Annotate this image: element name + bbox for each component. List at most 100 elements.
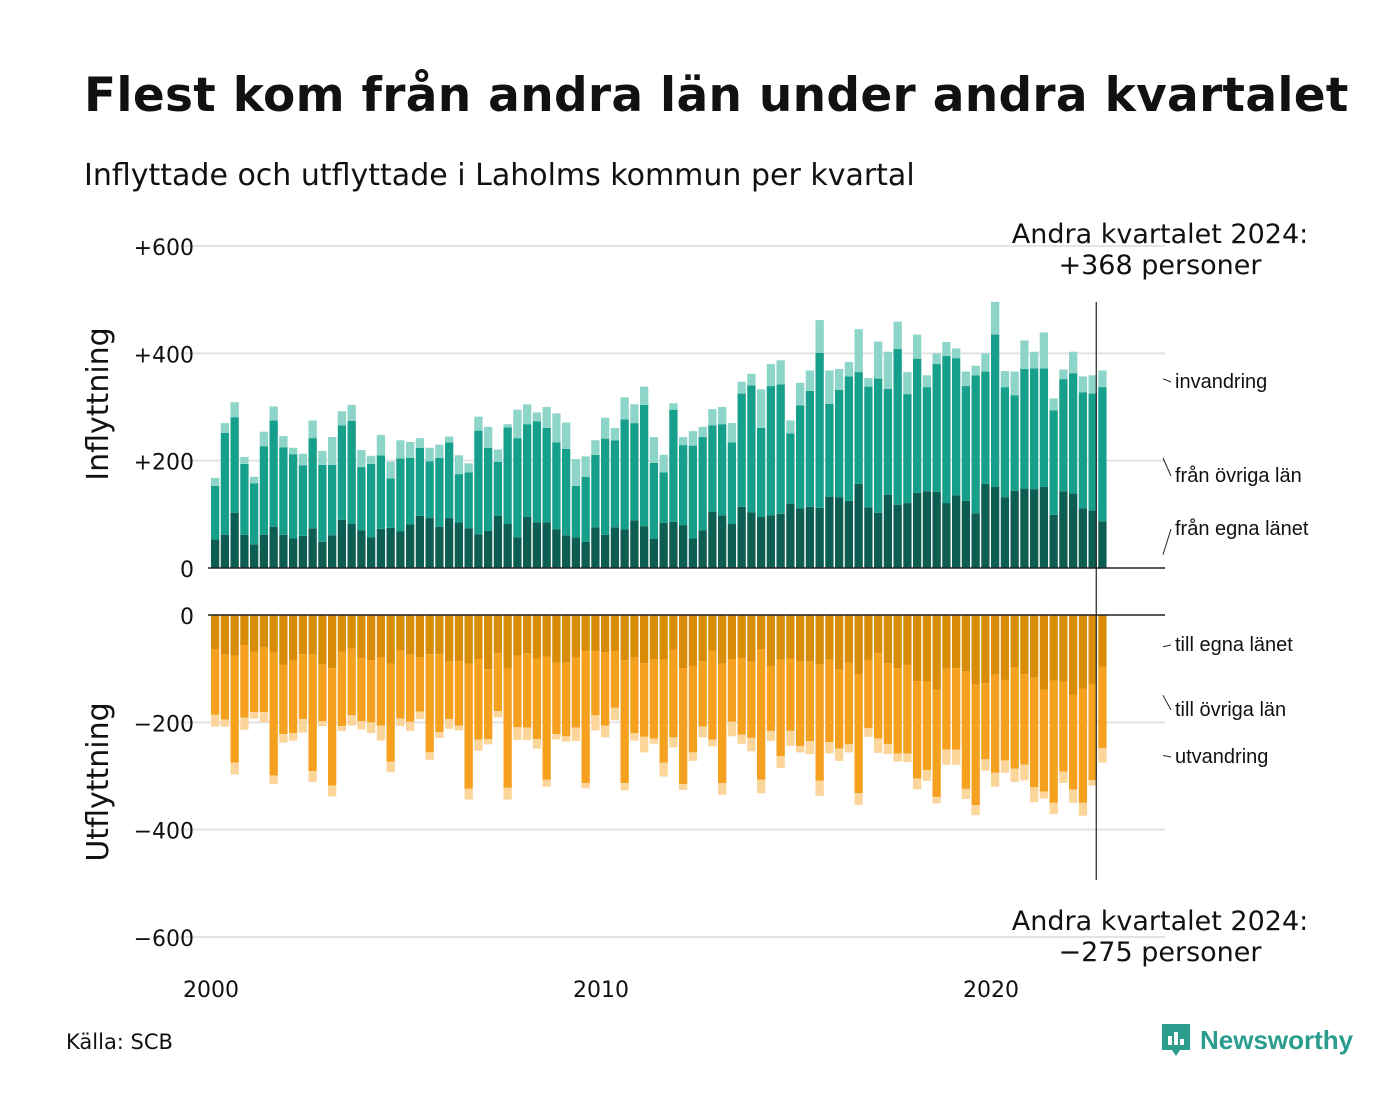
bar-outflow-own-county <box>796 615 805 662</box>
bar-outflow-own-county <box>259 615 269 648</box>
bar-inflow-own-county <box>542 522 551 568</box>
bar-inflow-other-counties <box>1069 373 1078 494</box>
bar-outflow-other-counties <box>532 658 542 739</box>
bar-inflow-immigration <box>513 409 522 439</box>
bar-outflow-emigration <box>259 712 269 723</box>
bar-outflow-own-county <box>649 615 659 660</box>
bar-outflow-own-county <box>532 615 542 659</box>
bar-inflow-other-counties <box>630 423 639 521</box>
x-tick-label: 2000 <box>183 978 239 1003</box>
bar-inflow-other-counties <box>376 455 386 529</box>
bar-inflow-other-counties <box>922 387 932 492</box>
bar-inflow-other-counties <box>415 447 425 516</box>
bar-outflow-own-county <box>864 615 873 661</box>
bar-outflow-other-counties <box>727 659 737 722</box>
bar-inflow-immigration <box>474 416 483 431</box>
bar-outflow-other-counties <box>318 664 327 722</box>
bar-inflow-other-counties <box>445 442 454 519</box>
bar-outflow-own-county <box>318 615 327 665</box>
bar-outflow-emigration <box>328 785 337 797</box>
bar-outflow-emigration <box>425 752 434 760</box>
bar-outflow-other-counties <box>571 657 581 728</box>
bar-inflow-immigration <box>932 353 941 365</box>
bar-outflow-emigration <box>961 788 971 800</box>
bar-inflow-immigration <box>425 447 434 462</box>
bar-outflow-own-county <box>269 615 278 653</box>
bar-outflow-own-county <box>289 615 298 661</box>
bar-outflow-other-counties <box>1088 684 1097 781</box>
bar-inflow-other-counties <box>571 485 581 538</box>
bar-outflow-other-counties <box>815 664 824 781</box>
bar-outflow-emigration <box>766 730 776 742</box>
bar-outflow-other-counties <box>991 674 1000 773</box>
bar-outflow-emigration <box>669 737 678 748</box>
bar-inflow-own-county <box>854 483 863 568</box>
bar-outflow-other-counties <box>220 654 230 720</box>
series-label: från egna länet <box>1175 518 1309 540</box>
bar-inflow-other-counties <box>289 454 298 539</box>
bar-outflow-emigration <box>922 770 932 781</box>
bar-inflow-own-county <box>484 530 493 568</box>
bar-inflow-other-counties <box>562 448 571 536</box>
bar-inflow-own-county <box>932 491 941 568</box>
bar-inflow-other-counties <box>367 463 376 538</box>
bar-outflow-emigration <box>893 753 902 762</box>
bar-outflow-emigration <box>620 782 629 791</box>
bar-inflow-own-county <box>796 508 805 568</box>
source-note: Källa: SCB <box>66 1030 173 1054</box>
bar-inflow-immigration <box>581 456 590 477</box>
bar-outflow-own-county <box>805 615 815 662</box>
bar-outflow-other-counties <box>328 668 337 786</box>
bar-inflow-own-county <box>415 515 425 568</box>
bar-outflow-other-counties <box>386 663 395 762</box>
bar-inflow-immigration <box>669 403 678 410</box>
bar-inflow-immigration <box>1020 340 1029 369</box>
bar-outflow-emigration <box>835 748 844 761</box>
bar-outflow-own-county <box>932 615 941 690</box>
bar-outflow-own-county <box>523 615 532 654</box>
bar-outflow-own-county <box>747 615 756 662</box>
bar-outflow-other-counties <box>913 681 922 779</box>
bar-inflow-own-county <box>523 517 532 568</box>
bar-outflow-own-county <box>474 615 483 660</box>
bar-inflow-own-county <box>737 506 746 568</box>
bar-outflow-emigration <box>337 726 347 731</box>
bar-inflow-other-counties <box>269 420 278 527</box>
annotation-outflow-total: −275 personer <box>1058 937 1262 968</box>
bar-inflow-immigration <box>922 375 932 388</box>
bar-inflow-other-counties <box>220 432 230 535</box>
series-label: från övriga län <box>1175 465 1302 487</box>
y-tick-label: +200 <box>134 451 194 476</box>
bar-inflow-immigration <box>981 353 990 372</box>
bar-inflow-immigration <box>1039 332 1049 369</box>
bar-inflow-own-county <box>230 512 239 568</box>
bar-inflow-own-county <box>396 531 405 568</box>
bar-inflow-other-counties <box>883 388 893 496</box>
bar-inflow-immigration <box>542 407 551 428</box>
bar-outflow-other-counties <box>415 657 425 712</box>
bar-inflow-immigration <box>464 463 473 473</box>
bar-outflow-emigration <box>844 744 854 753</box>
bar-inflow-own-county <box>1039 486 1049 568</box>
bar-inflow-immigration <box>240 456 249 464</box>
bar-outflow-emigration <box>688 752 698 761</box>
bar-outflow-other-counties <box>562 662 571 737</box>
bar-inflow-own-county <box>981 483 990 568</box>
bar-outflow-other-counties <box>259 647 269 713</box>
bar-outflow-own-county <box>1049 615 1058 681</box>
bar-outflow-own-county <box>562 615 571 663</box>
bar-outflow-other-counties <box>610 650 620 708</box>
bar-inflow-other-counties <box>688 445 698 539</box>
bar-inflow-own-county <box>513 537 522 568</box>
bar-outflow-own-county <box>308 615 317 655</box>
bar-outflow-emigration <box>942 749 951 765</box>
bar-inflow-immigration <box>971 365 980 376</box>
bar-outflow-own-county <box>1088 615 1097 685</box>
bar-inflow-other-counties <box>718 424 727 516</box>
bar-outflow-other-counties <box>523 653 532 728</box>
bar-inflow-immigration <box>298 453 308 466</box>
bar-inflow-own-county <box>367 537 376 568</box>
bar-outflow-own-county <box>688 615 698 666</box>
bar-inflow-own-county <box>454 522 464 568</box>
bar-outflow-other-counties <box>747 661 756 738</box>
